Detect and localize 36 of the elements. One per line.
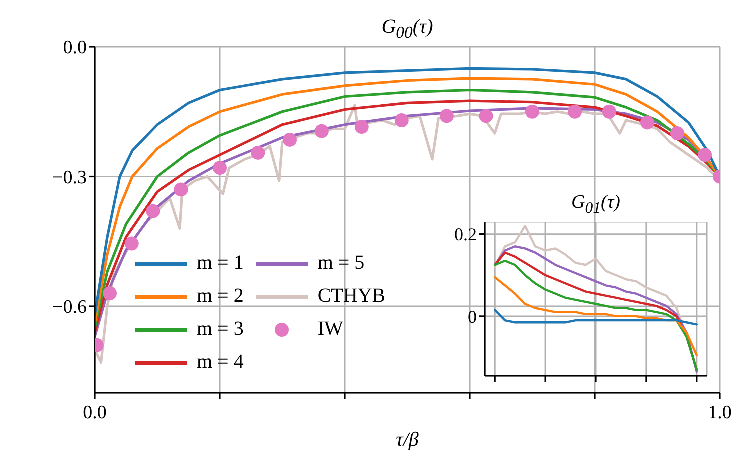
- point: [124, 236, 139, 251]
- point: [440, 109, 454, 124]
- point: [314, 124, 329, 138]
- point: [394, 114, 409, 128]
- legend-label: m = 1: [197, 252, 244, 275]
- point: [354, 120, 369, 134]
- line-series: [494, 276, 698, 357]
- y-tick-label: 0.2: [454, 224, 477, 245]
- legend-label: IW: [318, 318, 344, 341]
- legend-label: m = 5: [318, 252, 365, 275]
- legend-label: m = 3: [197, 318, 244, 341]
- chart-title: G$_{00}$(τ): [380, 16, 434, 43]
- x-tick-label: 1.0: [708, 402, 732, 424]
- y-tick-label: 0.0: [63, 38, 87, 59]
- line-series: [494, 309, 698, 326]
- legend-label: CTHYB: [318, 285, 386, 308]
- legend-label: m = 2: [197, 285, 244, 308]
- y-tick-label: 0: [468, 306, 477, 327]
- point: [479, 109, 494, 124]
- point: [698, 148, 712, 162]
- point: [602, 104, 616, 119]
- y-tick-label: −0.3: [52, 167, 87, 188]
- y-tick-label: −0.6: [52, 297, 87, 318]
- point: [251, 146, 266, 160]
- chart-title: G$_{01}$(τ): [570, 192, 622, 218]
- point: [213, 161, 227, 176]
- point: [146, 204, 160, 218]
- x-axis-title: τ/β: [395, 429, 420, 452]
- point: [174, 182, 188, 197]
- point: [670, 126, 684, 140]
- legend-label: m = 4: [197, 351, 244, 374]
- point: [103, 286, 117, 301]
- point: [640, 116, 654, 130]
- point: [526, 104, 540, 119]
- point: [283, 132, 297, 147]
- point: [568, 104, 582, 119]
